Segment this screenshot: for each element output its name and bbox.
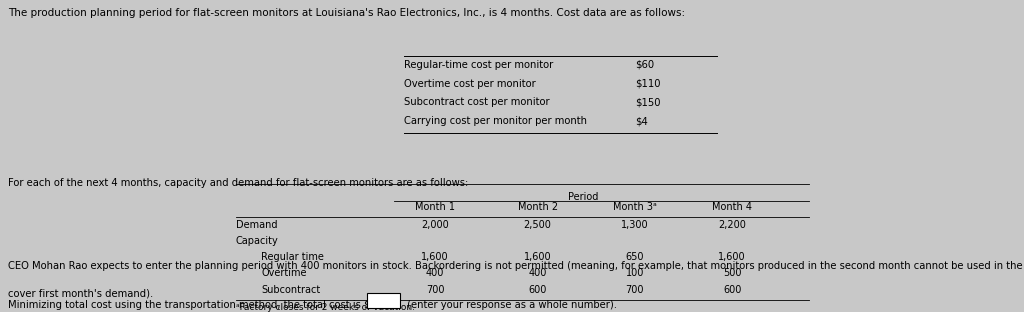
Text: Capacity: Capacity bbox=[236, 236, 279, 246]
Text: (enter your response as a whole number).: (enter your response as a whole number). bbox=[404, 300, 617, 310]
Text: 700: 700 bbox=[626, 285, 644, 295]
Text: Month 1: Month 1 bbox=[415, 202, 456, 212]
Text: For each of the next 4 months, capacity and demand for flat-screen monitors are : For each of the next 4 months, capacity … bbox=[8, 178, 468, 188]
Text: 1,600: 1,600 bbox=[422, 252, 449, 262]
Text: 500: 500 bbox=[723, 268, 741, 278]
Text: 2,200: 2,200 bbox=[718, 220, 746, 230]
Text: $4: $4 bbox=[635, 116, 647, 126]
Text: The production planning period for flat-screen monitors at Louisiana's Rao Elect: The production planning period for flat-… bbox=[8, 8, 685, 18]
Text: 400: 400 bbox=[528, 268, 547, 278]
Text: Regular-time cost per monitor: Regular-time cost per monitor bbox=[404, 60, 554, 70]
Text: Subcontract cost per monitor: Subcontract cost per monitor bbox=[404, 97, 550, 107]
Text: ᵃFactory closes for 2 weeks of vacation.: ᵃFactory closes for 2 weeks of vacation. bbox=[236, 303, 415, 312]
Text: 700: 700 bbox=[426, 285, 444, 295]
Text: CEO Mohan Rao expects to enter the planning period with 400 monitors in stock. B: CEO Mohan Rao expects to enter the plann… bbox=[8, 261, 1024, 271]
Text: $110: $110 bbox=[635, 79, 660, 89]
Text: Period: Period bbox=[568, 192, 599, 202]
Text: 1,300: 1,300 bbox=[622, 220, 648, 230]
Text: Month 2: Month 2 bbox=[517, 202, 558, 212]
Text: 1,600: 1,600 bbox=[719, 252, 745, 262]
Text: Subcontract: Subcontract bbox=[261, 285, 321, 295]
Text: 1,600: 1,600 bbox=[524, 252, 551, 262]
Text: $60: $60 bbox=[635, 60, 654, 70]
Text: 100: 100 bbox=[626, 268, 644, 278]
Text: 2,500: 2,500 bbox=[523, 220, 552, 230]
Text: Overtime: Overtime bbox=[261, 268, 306, 278]
Text: Regular time: Regular time bbox=[261, 252, 324, 262]
Text: $150: $150 bbox=[635, 97, 660, 107]
Text: Demand: Demand bbox=[236, 220, 278, 230]
Text: 650: 650 bbox=[626, 252, 644, 262]
Text: Month 4: Month 4 bbox=[712, 202, 753, 212]
Text: Minimizing total cost using the transportation method, the total cost is $: Minimizing total cost using the transpor… bbox=[8, 300, 371, 310]
Text: Overtime cost per monitor: Overtime cost per monitor bbox=[404, 79, 537, 89]
Text: 400: 400 bbox=[426, 268, 444, 278]
Text: 600: 600 bbox=[528, 285, 547, 295]
Text: 600: 600 bbox=[723, 285, 741, 295]
Text: 2,000: 2,000 bbox=[421, 220, 450, 230]
Text: cover first month's demand).: cover first month's demand). bbox=[8, 289, 154, 299]
Text: Month 3ᵃ: Month 3ᵃ bbox=[613, 202, 656, 212]
Text: Carrying cost per monitor per month: Carrying cost per monitor per month bbox=[404, 116, 588, 126]
